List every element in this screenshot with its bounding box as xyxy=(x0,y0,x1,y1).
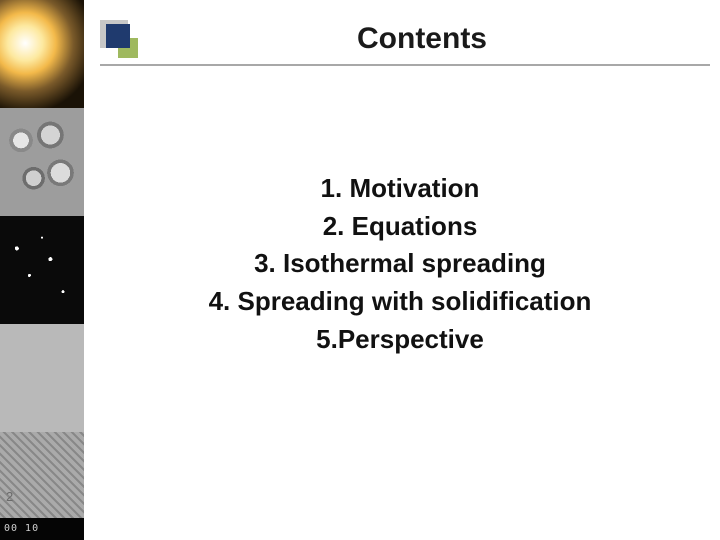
sidebar-footer-code: 00 10 xyxy=(0,518,84,540)
title-rule xyxy=(100,64,710,66)
list-item: 2. Equations xyxy=(120,208,680,246)
title-zone: Contents xyxy=(100,10,700,68)
list-item: 5.Perspective xyxy=(120,321,680,359)
sidebar-image-4 xyxy=(0,324,84,432)
sidebar-image-strip xyxy=(0,0,84,540)
list-item: 1. Motivation xyxy=(120,170,680,208)
sidebar-image-2 xyxy=(0,108,84,216)
list-item: 3. Isothermal spreading xyxy=(120,245,680,283)
slide: Contents 1. Motivation 2. Equations 3. I… xyxy=(0,0,720,540)
title-bullet-icon xyxy=(100,20,138,58)
contents-list: 1. Motivation 2. Equations 3. Isothermal… xyxy=(120,170,680,358)
list-item: 4. Spreading with solidification xyxy=(120,283,680,321)
page-number: 2 xyxy=(6,489,13,504)
sidebar-image-3 xyxy=(0,216,84,324)
slide-title: Contents xyxy=(144,22,700,56)
sidebar-image-1 xyxy=(0,0,84,108)
